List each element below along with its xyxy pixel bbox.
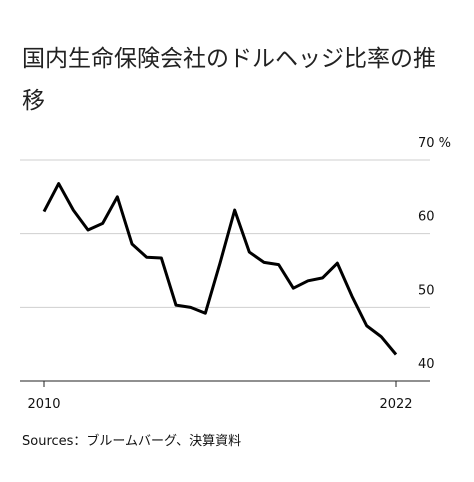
- x-tick-label: 2022: [379, 397, 412, 412]
- y-tick-label: 60: [418, 210, 435, 225]
- source-note: Sources：ブルームバーグ、決算資料: [22, 434, 242, 449]
- chart-title: 国内生命保険会社のドルヘッジ比率の推移: [22, 46, 436, 114]
- y-tick-label: 70 %: [418, 136, 451, 151]
- data-line: [42, 182, 398, 356]
- y-tick-label: 40: [418, 357, 435, 372]
- x-tick-label: 2010: [27, 397, 60, 412]
- y-tick-label: 50: [418, 283, 435, 298]
